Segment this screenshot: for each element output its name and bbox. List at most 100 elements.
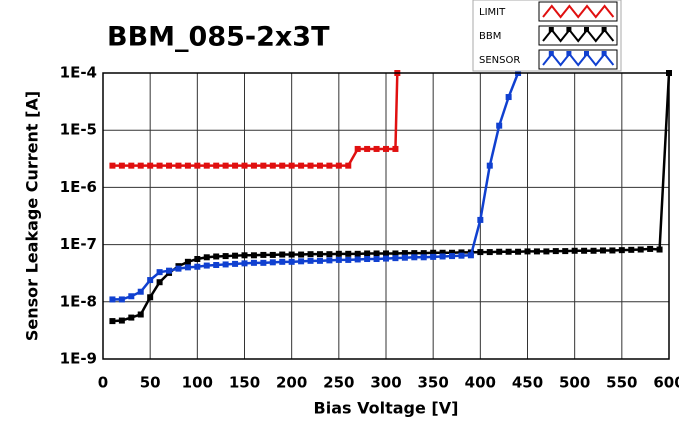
data-point bbox=[364, 145, 371, 152]
data-point bbox=[505, 94, 512, 101]
data-point bbox=[203, 162, 210, 169]
data-point bbox=[458, 249, 465, 256]
data-point bbox=[430, 249, 437, 256]
data-point bbox=[137, 311, 144, 318]
data-point bbox=[156, 162, 163, 169]
data-point bbox=[260, 162, 267, 169]
data-point bbox=[147, 277, 154, 284]
data-point bbox=[213, 253, 220, 260]
x-tick-label: 150 bbox=[229, 374, 260, 392]
data-point bbox=[411, 254, 418, 261]
data-point bbox=[477, 216, 484, 223]
data-point bbox=[241, 162, 248, 169]
data-point bbox=[166, 267, 173, 274]
y-tick-label: 1E-4 bbox=[60, 64, 97, 82]
x-tick-label: 50 bbox=[140, 374, 161, 392]
data-point bbox=[118, 317, 125, 324]
data-point bbox=[326, 251, 333, 258]
data-point bbox=[241, 252, 248, 259]
data-point bbox=[392, 250, 399, 257]
data-point bbox=[222, 253, 229, 260]
data-point bbox=[307, 162, 314, 169]
legend-swatch bbox=[542, 52, 615, 67]
data-point bbox=[477, 249, 484, 256]
data-point bbox=[364, 250, 371, 257]
data-point bbox=[316, 257, 323, 264]
x-tick-label: 0 bbox=[98, 374, 108, 392]
data-point bbox=[118, 162, 125, 169]
data-point bbox=[486, 249, 493, 256]
plot-border bbox=[102, 72, 670, 360]
data-point bbox=[449, 249, 456, 256]
data-point bbox=[411, 250, 418, 257]
data-point bbox=[505, 248, 512, 255]
data-point bbox=[307, 257, 314, 264]
data-point bbox=[599, 247, 606, 254]
legend-marker bbox=[584, 27, 589, 32]
data-point bbox=[458, 252, 465, 259]
x-tick-label: 500 bbox=[559, 374, 590, 392]
x-tick-label: 550 bbox=[606, 374, 637, 392]
x-tick-label: 450 bbox=[512, 374, 543, 392]
data-point bbox=[335, 256, 342, 263]
data-point bbox=[156, 279, 163, 286]
legend-swatch bbox=[542, 28, 615, 43]
data-point bbox=[552, 248, 559, 255]
data-point bbox=[288, 162, 295, 169]
data-point bbox=[109, 296, 116, 303]
legend-marker bbox=[548, 51, 554, 56]
data-point bbox=[166, 162, 173, 169]
x-tick-label: 200 bbox=[276, 374, 307, 392]
data-point bbox=[269, 251, 276, 258]
data-point bbox=[279, 251, 286, 258]
data-point bbox=[288, 251, 295, 258]
data-point bbox=[128, 314, 135, 321]
x-tick-label: 350 bbox=[418, 374, 449, 392]
data-point bbox=[175, 162, 182, 169]
legend-marker bbox=[601, 27, 607, 32]
data-point bbox=[194, 256, 201, 263]
data-point bbox=[392, 255, 399, 262]
data-point bbox=[250, 259, 257, 266]
data-point bbox=[562, 248, 569, 255]
data-point bbox=[647, 245, 654, 252]
data-point bbox=[335, 250, 342, 257]
y-tick-label: 1E-9 bbox=[60, 350, 97, 368]
data-point bbox=[354, 145, 361, 152]
data-point bbox=[609, 247, 616, 254]
data-point bbox=[618, 247, 625, 254]
data-point bbox=[279, 162, 286, 169]
data-point bbox=[628, 246, 635, 253]
data-point bbox=[637, 246, 644, 253]
data-point bbox=[307, 251, 314, 258]
data-point bbox=[326, 257, 333, 264]
data-point bbox=[298, 162, 305, 169]
data-point bbox=[250, 162, 257, 169]
data-point bbox=[524, 248, 531, 255]
data-point bbox=[260, 251, 267, 258]
data-point bbox=[496, 122, 503, 129]
legend-label: BBM bbox=[479, 31, 501, 42]
data-point bbox=[128, 162, 135, 169]
data-point bbox=[590, 247, 597, 254]
data-point bbox=[373, 256, 380, 263]
data-point bbox=[401, 250, 408, 257]
data-point bbox=[383, 250, 389, 257]
data-point bbox=[222, 261, 229, 268]
data-point bbox=[571, 247, 578, 254]
data-point bbox=[184, 264, 191, 271]
data-point bbox=[109, 162, 116, 169]
data-point bbox=[203, 262, 210, 269]
legend-label: LIMIT bbox=[479, 7, 506, 18]
data-point bbox=[232, 260, 239, 267]
data-point bbox=[288, 258, 295, 265]
data-point bbox=[326, 162, 333, 169]
data-point bbox=[128, 293, 135, 300]
data-point bbox=[401, 254, 408, 261]
legend-label: SENSOR bbox=[479, 55, 520, 66]
x-axis-title: Bias Voltage [V] bbox=[314, 399, 459, 418]
data-point bbox=[194, 263, 201, 270]
data-point bbox=[383, 255, 389, 262]
legend-marker bbox=[566, 27, 572, 32]
data-point bbox=[232, 252, 239, 259]
